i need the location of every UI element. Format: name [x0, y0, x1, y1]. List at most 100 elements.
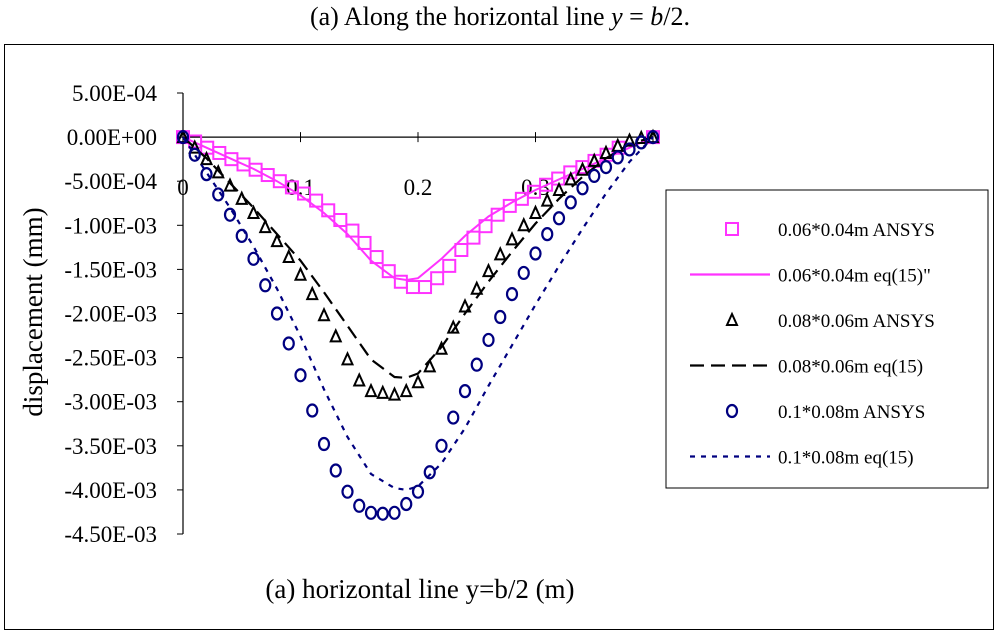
data-point: [369, 250, 384, 265]
y-tick-label: -2.00E-03: [64, 302, 157, 327]
data-point: [317, 306, 331, 322]
legend-item-5: 0.1*0.08m ANSYS: [725, 402, 925, 423]
data-point: [502, 198, 517, 213]
data-point: [528, 204, 543, 219]
y-tick-label: -4.00E-03: [64, 478, 157, 503]
legend-label: 0.08*0.06m ANSYS: [778, 311, 935, 332]
data-point: [622, 132, 637, 147]
data-point: [259, 278, 272, 293]
data-point: [505, 230, 519, 246]
data-point: [340, 350, 355, 366]
y-axis-ticks: 5.00E-04 0.00E+00 -5.00E-04 -1.00E-03 -1.50E…: [64, 81, 183, 547]
data-point: [188, 139, 202, 154]
data-point: [458, 384, 472, 399]
data-point: [493, 245, 507, 261]
data-point: [306, 403, 319, 418]
data-point: [494, 309, 507, 325]
data-point: [418, 280, 433, 295]
legend-box: [665, 189, 989, 489]
data-point: [376, 384, 390, 399]
data-point: [423, 465, 436, 480]
data-point: [212, 187, 225, 202]
data-point: [246, 204, 261, 219]
data-point: [282, 248, 296, 264]
data-point: [529, 246, 542, 261]
page-title-eq: =: [622, 2, 651, 31]
data-point: [352, 372, 366, 387]
data-point: [247, 251, 260, 266]
data-point: [329, 463, 342, 478]
data-point: [541, 227, 554, 242]
data-point: [466, 230, 481, 245]
data-point: [258, 218, 272, 234]
data-point: [454, 242, 469, 257]
y-tick-label: -5.00E-04: [64, 169, 157, 194]
data-point: [345, 223, 360, 238]
data-point: [514, 191, 529, 206]
data-point: [364, 382, 378, 398]
data-point: [357, 235, 372, 250]
data-point: [526, 184, 541, 199]
data-point: [305, 285, 319, 301]
data-point: [411, 484, 425, 499]
legend-item-1: 0.06*0.04m ANSYS: [725, 220, 935, 241]
data-point: [430, 271, 445, 286]
data-point: [341, 484, 354, 499]
data-point: [294, 368, 307, 383]
legend-label: 0.1*0.08m eq(15): [778, 448, 914, 469]
data-point: [611, 150, 624, 165]
x-axis-title: (a) horizontal line y=b/2 (m): [265, 574, 574, 604]
legend-marker-swatch: [725, 222, 739, 236]
data-point: [635, 135, 648, 150]
data-point: [447, 410, 460, 425]
data-point: [576, 181, 589, 196]
page-title-suffix: /2.: [663, 2, 691, 31]
plot-area: [182, 93, 654, 534]
data-point: [353, 498, 366, 513]
data-point: [405, 280, 420, 295]
y-axis-title: displacement (mm): [18, 207, 48, 416]
data-point: [364, 505, 378, 520]
data-point: [599, 159, 613, 175]
x-tick-label: 0: [177, 175, 189, 200]
series-line: [182, 136, 654, 492]
y-tick-label: -4.50E-03: [64, 522, 157, 547]
legend-label: 0.08*0.06m eq(15): [778, 357, 923, 378]
series-4: [182, 136, 654, 380]
page-title-prefix: (a) Along the horizontal line: [309, 2, 612, 31]
data-point: [442, 258, 457, 273]
data-point: [517, 216, 531, 232]
data-point: [517, 265, 530, 281]
y-tick-label: -3.50E-03: [64, 434, 157, 459]
data-point: [646, 130, 660, 145]
legend-item-4: 0.08*0.06m eq(15): [690, 357, 923, 378]
series-5: [176, 130, 660, 521]
legend-label: 0.06*0.04m ANSYS: [778, 220, 935, 241]
data-point: [199, 150, 214, 166]
legend-label: 0.1*0.08m ANSYS: [778, 402, 925, 423]
data-point: [588, 168, 601, 184]
data-point: [400, 496, 413, 512]
y-tick-label: -1.00E-03: [64, 213, 157, 238]
legend: 0.06*0.04m ANSYS 0.06*0.04m eq(15)" 0.08*0…: [665, 189, 989, 489]
data-point: [411, 373, 425, 389]
legend-item-3: 0.08*0.06m ANSYS: [725, 311, 935, 332]
data-point: [329, 328, 343, 343]
data-point: [505, 286, 519, 302]
data-point: [235, 228, 248, 243]
data-point: [321, 203, 336, 218]
data-point: [481, 262, 496, 278]
legend-item-2: 0.06*0.04m eq(15)": [690, 266, 931, 287]
y-tick-label: 5.00E-04: [72, 81, 157, 106]
legend-label: 0.06*0.04m eq(15)": [778, 266, 931, 287]
series-6: [182, 136, 654, 492]
data-point: [470, 280, 484, 295]
data-point: [387, 386, 402, 401]
data-point: [564, 171, 578, 186]
legend-marker-swatch: [725, 403, 739, 419]
data-point: [282, 336, 295, 351]
legend-marker-swatch: [725, 311, 739, 326]
data-point: [435, 438, 448, 453]
series-1: [176, 130, 660, 295]
series-line: [182, 136, 654, 380]
